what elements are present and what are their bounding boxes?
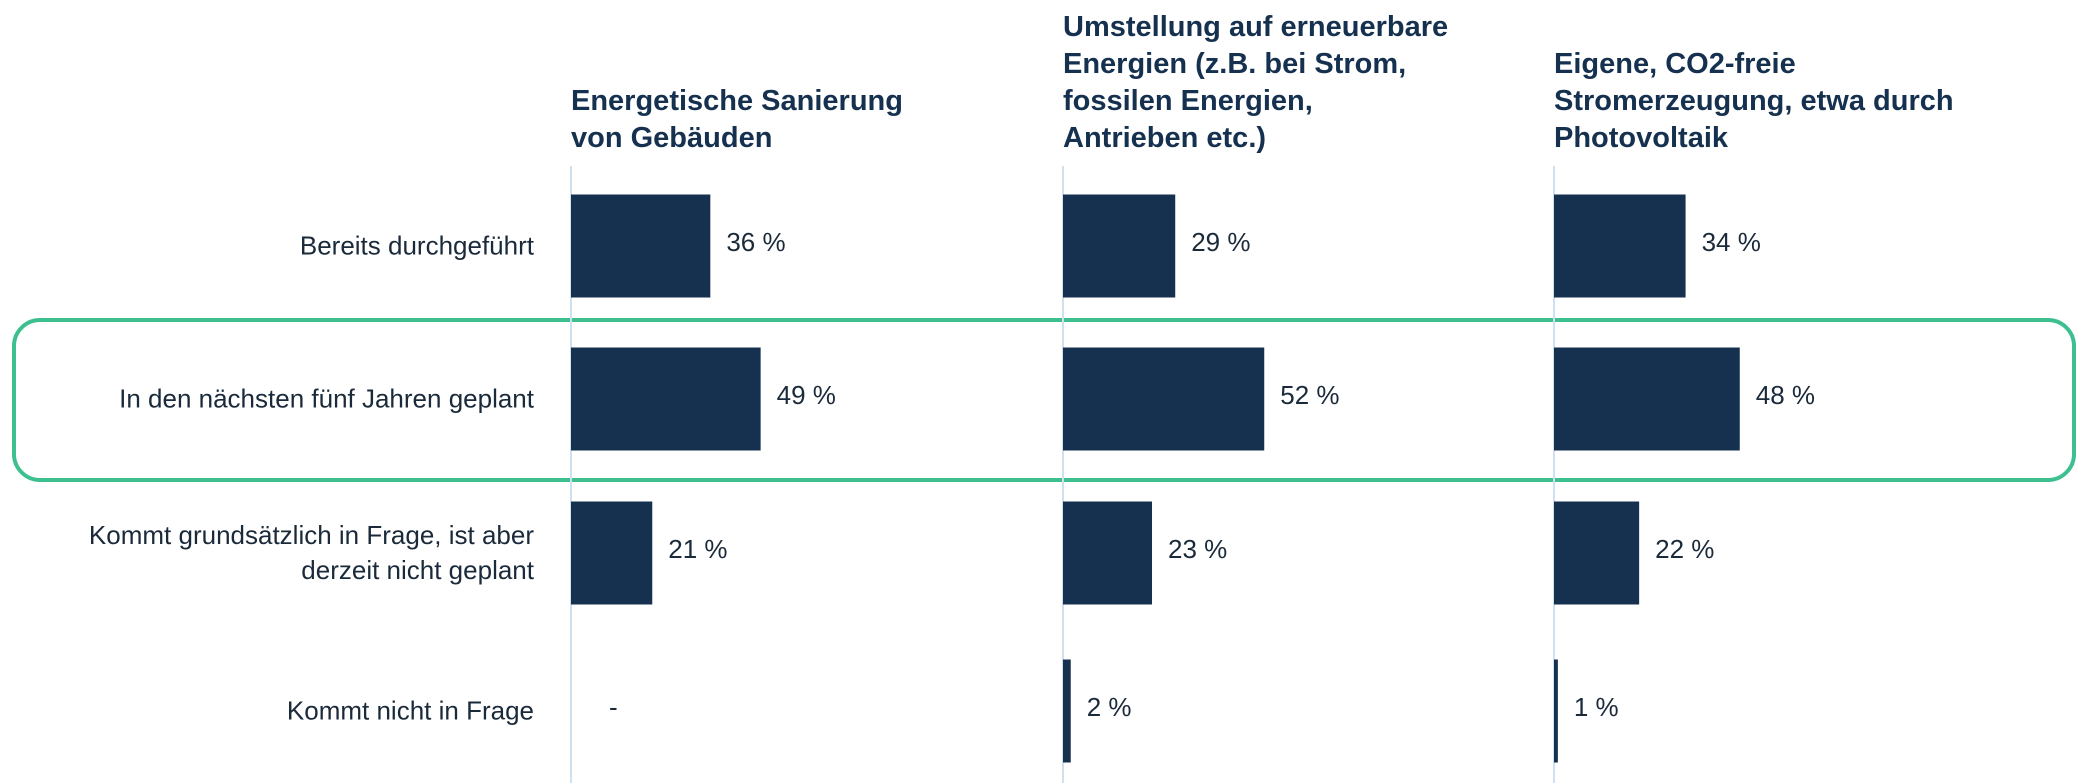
category-label: Kommt grundsätzlich in Frage, ist aber d… xyxy=(88,520,534,585)
bar xyxy=(1063,501,1153,605)
value-label: 23 % xyxy=(1168,534,1227,564)
bar xyxy=(1554,347,1740,451)
bar xyxy=(571,194,711,298)
bar xyxy=(571,501,653,605)
value-label: 22 % xyxy=(1655,534,1714,564)
bar xyxy=(571,347,761,451)
bar xyxy=(1554,194,1686,298)
value-label: - xyxy=(609,692,618,722)
bar xyxy=(1554,659,1558,763)
panel-title: Energetische Sanierung von Gebäuden xyxy=(571,85,903,154)
value-label: 21 % xyxy=(668,534,727,564)
value-label: 1 % xyxy=(1574,692,1619,722)
value-label: 29 % xyxy=(1191,227,1250,257)
category-label: Kommt nicht in Frage xyxy=(286,695,534,726)
bar xyxy=(1063,194,1176,298)
value-label: 49 % xyxy=(777,380,836,410)
category-label: Bereits durchgeführt xyxy=(299,230,534,261)
category-label: In den nächsten fünf Jahren geplant xyxy=(119,383,534,414)
bar xyxy=(1063,347,1265,451)
panel-title: Umstellung auf erneuerbare Energien (z.B… xyxy=(1063,11,1449,154)
value-label: 2 % xyxy=(1087,692,1132,722)
bar xyxy=(1063,659,1071,763)
value-label: 48 % xyxy=(1756,380,1815,410)
highlight-box xyxy=(12,318,2076,482)
bar xyxy=(1554,501,1640,605)
panel-title: Eigene, CO2-freie Stromerzeugung, etwa d… xyxy=(1554,48,1954,154)
value-label: 34 % xyxy=(1702,227,1761,257)
value-label: 36 % xyxy=(726,227,785,257)
value-label: 52 % xyxy=(1280,380,1339,410)
